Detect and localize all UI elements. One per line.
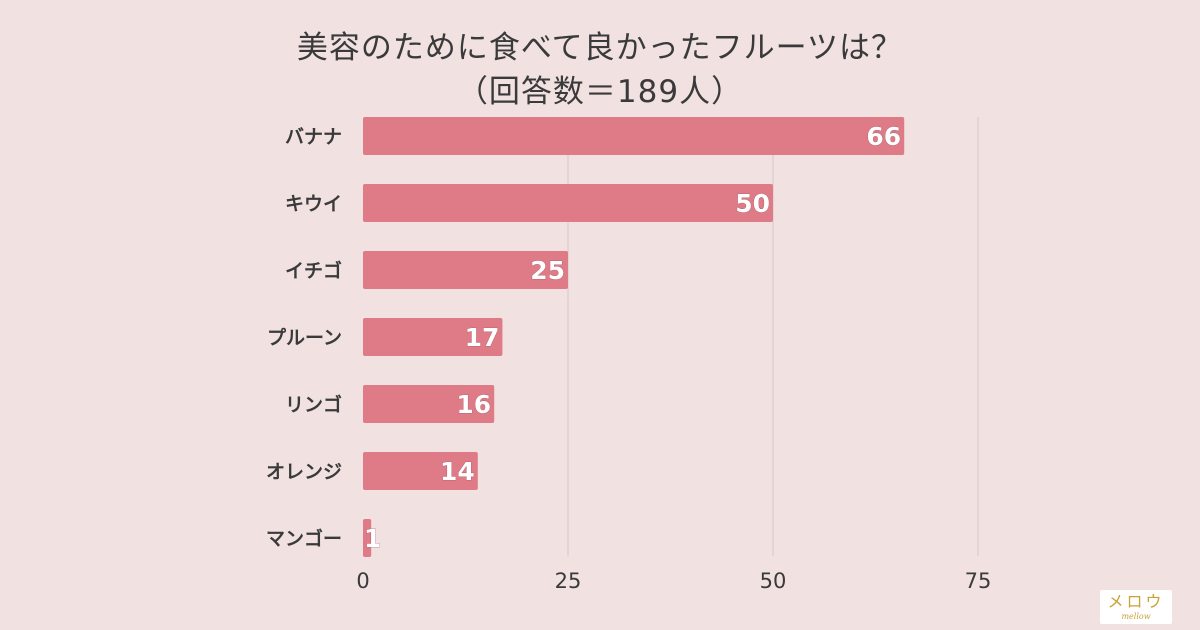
category-label-5: オレンジ <box>266 461 342 483</box>
bar-5 <box>363 452 478 490</box>
category-label-1: キウイ <box>285 193 342 215</box>
bar-0 <box>363 117 905 155</box>
value-label-6: 1 <box>364 524 381 553</box>
chart-title: 美容のために食べて良かったフルーツは？ <box>296 30 904 66</box>
bar-4 <box>363 385 495 423</box>
category-label-3: プルーン <box>267 326 342 349</box>
brand-logo-subtext: mellow <box>1121 612 1151 621</box>
value-label-0: 66 <box>866 122 901 151</box>
category-label-4: リンゴ <box>285 393 342 416</box>
x-tick-label-50: 50 <box>760 569 787 593</box>
category-label-2: イチゴ <box>285 259 342 282</box>
value-label-2: 25 <box>530 256 565 285</box>
bar-3 <box>363 318 503 356</box>
category-label-0: バナナ <box>285 126 342 148</box>
value-label-3: 17 <box>465 323 500 352</box>
value-label-1: 50 <box>735 189 770 218</box>
bar-2 <box>363 251 568 289</box>
bar-6 <box>363 519 372 557</box>
x-tick-label-0: 0 <box>356 569 369 593</box>
x-tick-label-25: 25 <box>555 569 582 593</box>
x-tick-label-75: 75 <box>965 569 992 593</box>
value-label-5: 14 <box>440 457 475 486</box>
value-label-4: 16 <box>456 390 491 419</box>
brand-logo: メロウ mellow <box>1100 590 1172 624</box>
brand-logo-text: メロウ <box>1107 592 1165 611</box>
chart-subtitle: （回答数＝189人） <box>456 74 744 110</box>
category-label-6: マンゴー <box>266 527 342 550</box>
bar-1 <box>363 184 773 222</box>
